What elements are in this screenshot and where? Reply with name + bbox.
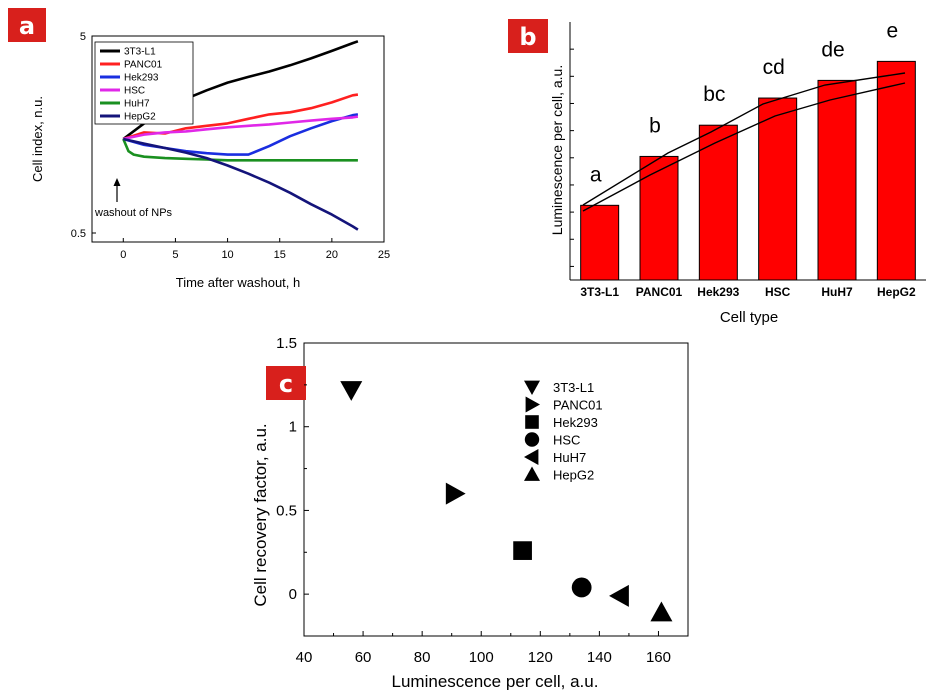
panel-c-badge bbox=[266, 366, 306, 400]
panel-a-series-line-hepg2 bbox=[123, 137, 359, 231]
panel-a-legend-label: HSC bbox=[124, 86, 145, 97]
panel-c-y-axis-label: Cell recovery factor, a.u. bbox=[251, 423, 270, 606]
panel-b-category-label: Hek293 bbox=[697, 285, 739, 299]
panel-c-x-axis-label: Luminescence per cell, a.u. bbox=[392, 672, 599, 690]
panel-a-badge-label: a bbox=[19, 12, 35, 40]
panel-c-legend-marker bbox=[524, 380, 540, 395]
panel-a-legend-label: PANC01 bbox=[124, 60, 163, 71]
panel-c-legend-label: HuH7 bbox=[553, 450, 586, 465]
panel-c-legend-label: HepG2 bbox=[553, 468, 594, 483]
panel-c-point-hsc bbox=[571, 577, 592, 598]
panel-c-points bbox=[340, 381, 673, 622]
panel-c-legend-marker bbox=[524, 432, 540, 447]
panel-c-point-hek293 bbox=[513, 541, 532, 560]
panel-b-significance-letters: a b bc cd de e bbox=[590, 19, 898, 186]
panel-a-x-axis-label: Time after washout, h bbox=[176, 275, 301, 290]
panel-b-trend-lines bbox=[582, 72, 906, 212]
panel-a-x-tick-label: 5 bbox=[172, 249, 178, 261]
panel-c-plot-frame bbox=[303, 342, 689, 637]
panel-c-ticks: 40 60 80 100 120 140 160 0 0.5 1 1.5 bbox=[276, 335, 671, 666]
panel-c-legend: 3T3-L1 PANC01 Hek293 HSC HuH7 HepG2 bbox=[524, 380, 603, 483]
panel-c-y-tick-label: 1.5 bbox=[276, 335, 297, 352]
panel-c-point-3t3-l1 bbox=[340, 381, 363, 401]
panel-b-bar-panc01 bbox=[639, 155, 679, 281]
panel-c-point-hepg2 bbox=[650, 601, 673, 622]
panel-c-point-huh7 bbox=[609, 584, 629, 607]
panel-b-category-labels: 3T3-L1 PANC01 Hek293 HSC HuH7 HepG2 bbox=[580, 285, 916, 299]
panel-c-x-tick-label: 80 bbox=[414, 649, 431, 666]
panel-a-x-tick-label: 20 bbox=[326, 249, 338, 261]
panel-a-legend-label: HuH7 bbox=[124, 99, 150, 110]
panel-a-legend: 3T3-L1 PANC01 Hek293 HSC HuH7 HepG2 bbox=[94, 41, 194, 125]
panel-c-badge-label: c bbox=[279, 370, 293, 398]
panel-a-legend-label: 3T3-L1 bbox=[124, 47, 156, 58]
panel-a-cell-index-chart: a 0 5 10 15 20 25 0.5 5 washout of NPs 3T3-L1 PA… bbox=[8, 8, 390, 290]
panel-b-y-axis-label: Luminescence per cell, a.u. bbox=[549, 65, 565, 235]
panel-b-category-label: HepG2 bbox=[877, 285, 916, 299]
panel-c-x-tick-label: 160 bbox=[646, 649, 671, 666]
panel-c-legend-label: Hek293 bbox=[553, 415, 598, 430]
panel-c-legend-label: HSC bbox=[553, 433, 580, 448]
panel-c-x-tick-label: 120 bbox=[528, 649, 553, 666]
panel-b-badge bbox=[508, 19, 548, 53]
panel-a-ticks: 0 5 10 15 20 25 0.5 5 bbox=[71, 31, 390, 261]
panel-a-y-axis-label: Cell index, n.u. bbox=[30, 96, 45, 182]
panel-b-y-ticks bbox=[570, 48, 574, 267]
panel-b-bars bbox=[580, 60, 916, 281]
panel-b-significance-letter: cd bbox=[763, 56, 785, 79]
panel-a-y-tick-label: 5 bbox=[80, 31, 86, 43]
panel-b-category-label: HuH7 bbox=[821, 285, 853, 299]
panel-b-bar-huh7 bbox=[817, 79, 857, 281]
panel-b-significance-letter: de bbox=[821, 38, 844, 61]
panel-a-series-line-huh7 bbox=[122, 138, 358, 162]
panel-c-legend-label: 3T3-L1 bbox=[553, 380, 594, 395]
panel-c-y-tick-label: 0 bbox=[289, 586, 297, 603]
panel-b-bar-hepg2 bbox=[876, 60, 916, 281]
panel-b-significance-letter: b bbox=[649, 114, 661, 137]
panel-c-x-tick-label: 140 bbox=[587, 649, 612, 666]
panel-b-category-label: HSC bbox=[765, 285, 791, 299]
washout-annotation: washout of NPs bbox=[94, 207, 173, 219]
panel-a-badge bbox=[8, 8, 46, 42]
panel-b-significance-letter: e bbox=[886, 19, 898, 42]
panel-b-category-label: PANC01 bbox=[636, 285, 683, 299]
panel-a-x-tick-label: 10 bbox=[221, 249, 233, 261]
panel-b-upper-bound-line bbox=[582, 72, 906, 206]
panel-a-plot-frame bbox=[91, 35, 385, 243]
panel-c-legend-label: PANC01 bbox=[553, 398, 603, 413]
panel-b-x-axis-label: Cell type bbox=[720, 309, 778, 326]
panel-c-point-panc01 bbox=[445, 482, 466, 505]
panel-a-x-tick-label: 0 bbox=[120, 249, 126, 261]
panel-a-legend-label: Hek293 bbox=[124, 73, 159, 84]
panel-b-bar-hek293 bbox=[698, 124, 738, 281]
panel-c-x-tick-label: 40 bbox=[296, 649, 313, 666]
panel-b-significance-letter: a bbox=[590, 163, 602, 186]
panel-c-y-tick-label: 1 bbox=[289, 419, 297, 436]
panel-b-significance-letter: bc bbox=[703, 83, 725, 106]
panel-c-y-tick-label: 0.5 bbox=[276, 502, 297, 519]
panel-c-legend-marker bbox=[524, 449, 539, 465]
panel-a-legend-box bbox=[94, 41, 194, 125]
panel-c-legend-marker bbox=[525, 415, 539, 429]
panel-c-x-tick-label: 60 bbox=[355, 649, 372, 666]
panel-a-x-tick-label: 25 bbox=[378, 249, 390, 261]
panel-b-badge-label: b bbox=[519, 23, 536, 51]
panel-a-annotation-group: washout of NPs bbox=[94, 178, 173, 219]
panel-b-category-label: 3T3-L1 bbox=[580, 285, 619, 299]
panel-a-legend-label: HepG2 bbox=[124, 112, 156, 123]
panel-b-bar-hsc bbox=[758, 97, 798, 281]
panel-a-series-line-hsc bbox=[123, 115, 359, 141]
panel-a-y-tick-label: 0.5 bbox=[71, 228, 86, 240]
panel-c-legend-marker bbox=[525, 396, 540, 413]
panel-c-recovery-scatter-chart: c 40 60 80 100 120 140 160 0 0.5 1 1.5 3T3-L1 PANC0… bbox=[251, 335, 689, 690]
panel-b-bar-3t3-l1 bbox=[580, 204, 620, 281]
panel-a-x-tick-label: 15 bbox=[274, 249, 286, 261]
panel-c-x-tick-label: 100 bbox=[469, 649, 494, 666]
panel-b-lower-bound-line bbox=[582, 82, 906, 212]
panel-c-legend-marker bbox=[524, 466, 540, 481]
panel-b-luminescence-bar-chart: b a b bc cd de e 3T3-L1 PANC01 Hek293 HSC HuH7 Hep… bbox=[508, 19, 926, 326]
washout-arrow-head bbox=[113, 178, 121, 186]
